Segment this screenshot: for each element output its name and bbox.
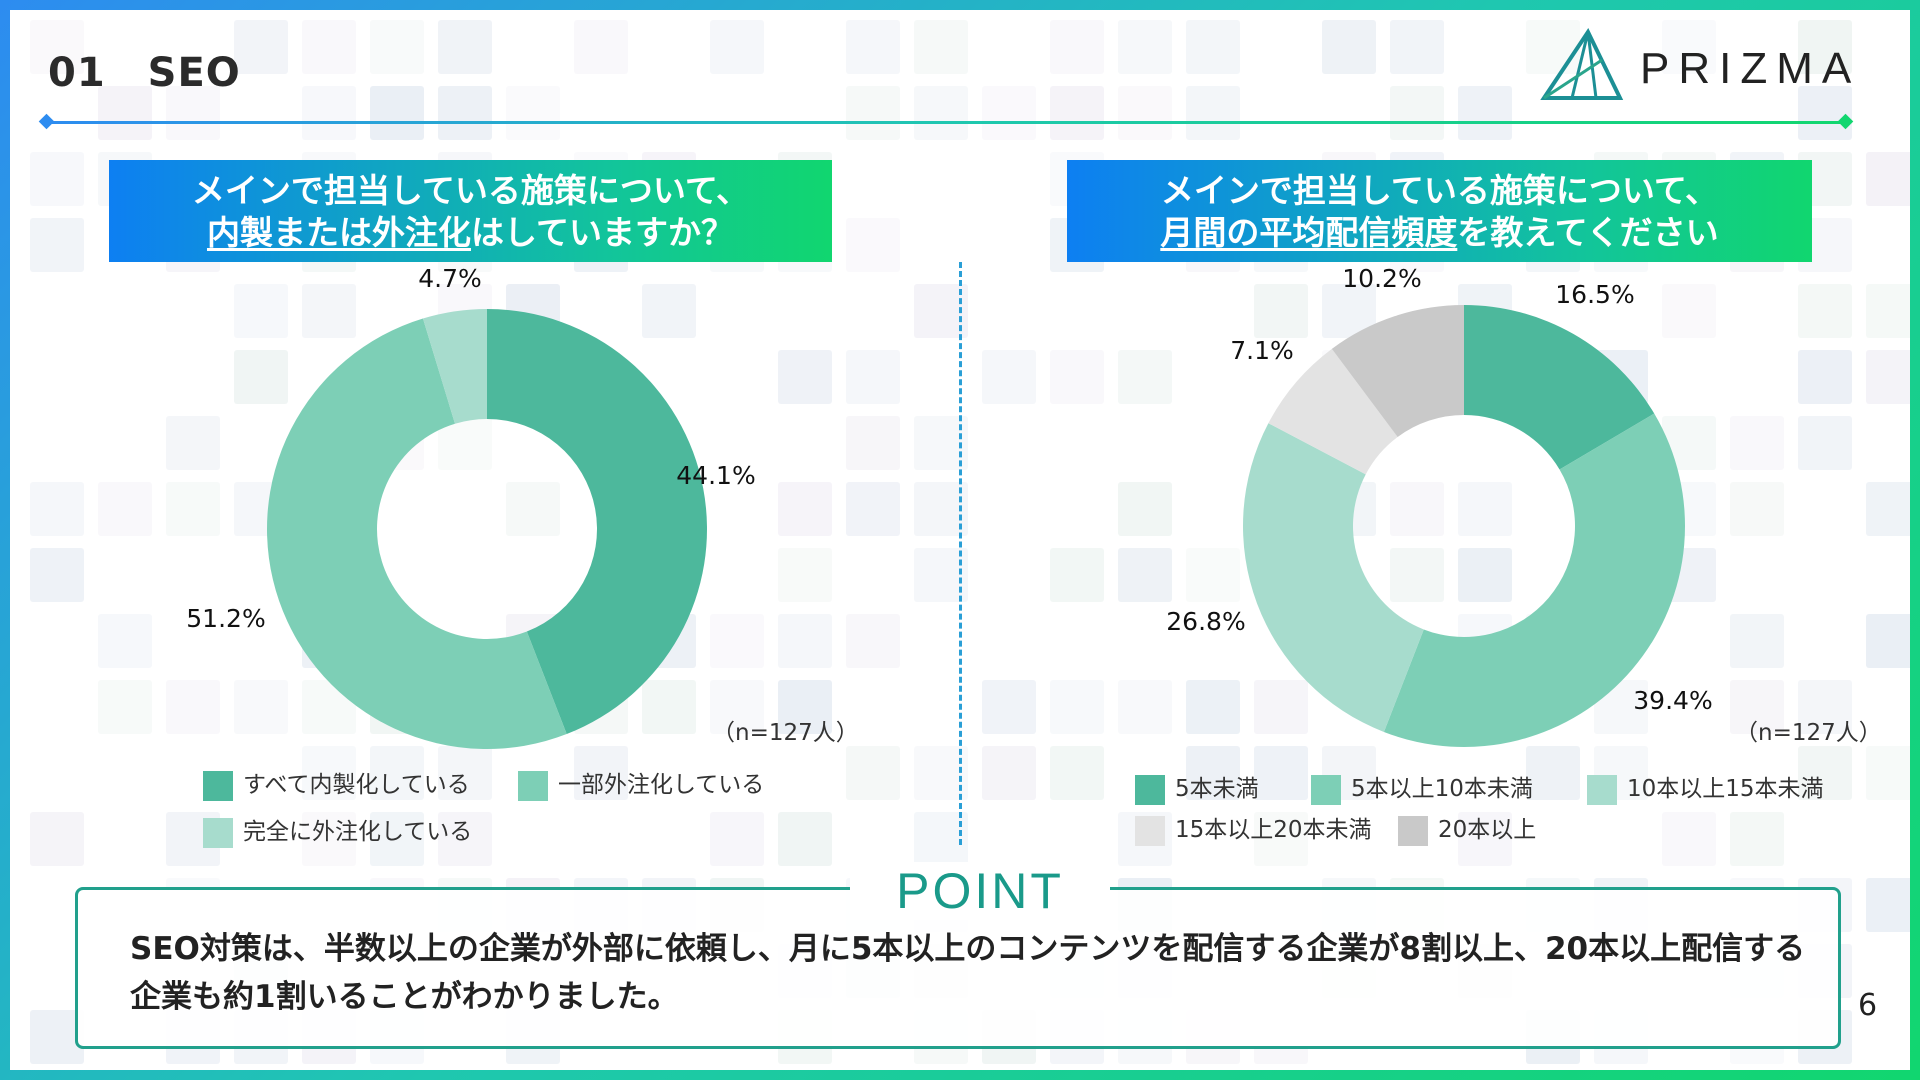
chart1-legend-item-2: 一部外注化している	[518, 769, 764, 801]
page-number: 6	[1858, 988, 1878, 1023]
legend-swatch	[1135, 815, 1165, 846]
right-sample-size: （n=127人）	[1735, 720, 1882, 746]
chart2-data-label-3: 26.8%	[1166, 607, 1245, 636]
header-divider	[46, 121, 1846, 124]
section-heading: 01 SEO	[48, 50, 241, 96]
chart2-legend-item-2: 5本以上10本未満	[1311, 773, 1533, 805]
legend-label: 完全に外注化している	[243, 819, 473, 845]
legend-label: すべて内製化している	[243, 772, 470, 798]
chart2-slice-4	[1268, 348, 1398, 475]
legend-label: 20本以上	[1438, 817, 1537, 843]
left-question-emphasis: 内製または外注化	[206, 213, 471, 252]
vertical-dashed-divider	[959, 262, 962, 845]
point-title: POINT	[850, 862, 1110, 920]
chart2-legend-item-5: 20本以上	[1398, 814, 1536, 846]
section-title: SEO	[147, 50, 241, 96]
right-question-line1: メインで担当している施策について、	[1160, 171, 1719, 210]
legend-swatch	[203, 817, 233, 848]
legend-label: 15本以上20本未満	[1175, 817, 1372, 843]
chart1-legend-item-1: すべて内製化している	[203, 769, 470, 801]
legend-label: 10本以上15本未満	[1627, 776, 1824, 802]
chart1-slice-1	[487, 309, 707, 735]
chart2-slice-1	[1464, 305, 1655, 470]
brand-name: PRIZMA	[1640, 44, 1861, 93]
chart1-data-label-3: 4.7%	[418, 264, 482, 293]
chart1-legend-item-3: 完全に外注化している	[203, 816, 472, 848]
chart2-data-label-1: 16.5%	[1555, 280, 1634, 309]
chart1-slice-3	[422, 309, 487, 424]
chart1-slice-2	[267, 318, 567, 749]
legend-swatch	[1587, 774, 1617, 805]
chart1-data-label-1: 44.1%	[676, 461, 755, 490]
chart2-slice-3	[1243, 423, 1424, 732]
chart2-data-label-4: 7.1%	[1230, 336, 1294, 365]
legend-swatch	[1398, 815, 1428, 846]
legend-label: 5本以上10本未満	[1351, 776, 1533, 802]
left-question-banner: メインで担当している施策について、 内製または外注化はしていますか？	[109, 160, 832, 262]
right-question-banner: メインで担当している施策について、 月間の平均配信頻度を教えてください	[1067, 160, 1812, 262]
chart2-data-label-2: 39.4%	[1633, 686, 1712, 715]
point-text: SEO対策は、半数以上の企業が外部に依頼し、月に5本以上のコンテンツを配信する企…	[130, 931, 1806, 1015]
chart2-legend-item-4: 15本以上20本未満	[1135, 814, 1372, 846]
legend-swatch	[518, 770, 548, 801]
background-tile-pattern	[30, 20, 1910, 1064]
legend-swatch	[1135, 774, 1165, 805]
legend-swatch	[203, 770, 233, 801]
chart2-slice-5	[1331, 305, 1464, 438]
chart2-data-label-5: 10.2%	[1342, 264, 1421, 293]
left-question-line1: メインで担当している施策について、	[191, 171, 750, 210]
legend-label: 一部外注化している	[558, 772, 765, 798]
section-number: 01	[48, 50, 106, 96]
left-sample-size: （n=127人）	[712, 720, 859, 746]
left-question-rest: はしていますか？	[470, 213, 734, 252]
right-question-line2: 月間の平均配信頻度を教えてください	[1067, 212, 1812, 254]
right-question-rest: を教えてください	[1457, 213, 1719, 252]
chart2-legend-item-3: 10本以上15本未満	[1587, 773, 1824, 805]
chart1-data-label-2: 51.2%	[186, 604, 265, 633]
chart2-legend-item-1: 5本未満	[1135, 773, 1259, 805]
legend-swatch	[1311, 774, 1341, 805]
left-question-line2: 内製または外注化はしていますか？	[109, 212, 832, 254]
legend-label: 5本未満	[1175, 776, 1259, 802]
chart2-slice-2	[1383, 413, 1686, 747]
right-question-emphasis: 月間の平均配信頻度	[1160, 213, 1458, 252]
prizma-logo-icon	[1540, 27, 1624, 100]
